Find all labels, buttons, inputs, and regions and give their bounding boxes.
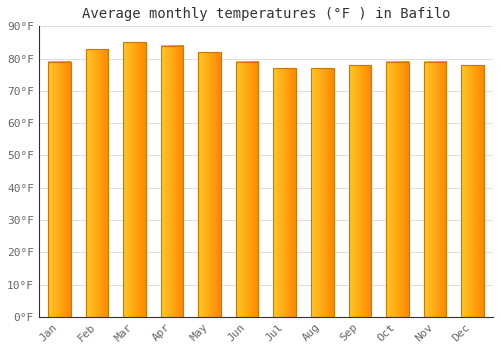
Bar [386, 62, 408, 317]
Bar [348, 65, 371, 317]
Bar [198, 52, 221, 317]
Bar [311, 68, 334, 317]
Bar [424, 62, 446, 317]
Bar [461, 65, 483, 317]
Bar [124, 42, 146, 317]
Bar [236, 62, 258, 317]
Bar [86, 49, 108, 317]
Bar [48, 62, 70, 317]
Title: Average monthly temperatures (°F ) in Bafilo: Average monthly temperatures (°F ) in Ba… [82, 7, 450, 21]
Bar [161, 46, 184, 317]
Bar [274, 68, 296, 317]
